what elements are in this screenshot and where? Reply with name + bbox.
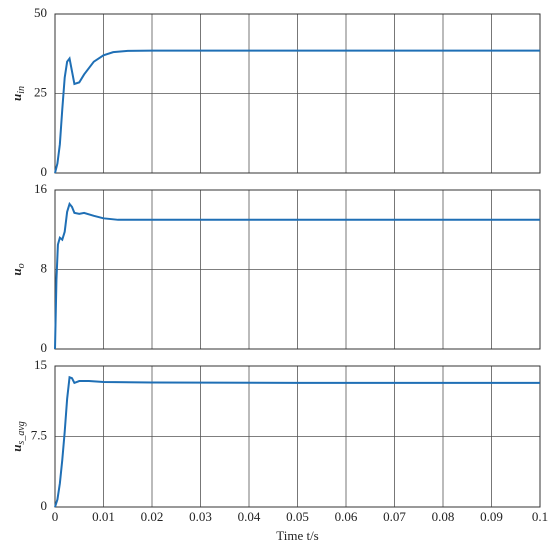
x-tick-label: 0.02 — [141, 509, 164, 524]
y-tick-label: 8 — [41, 260, 48, 275]
x-tick-label: 0.05 — [286, 509, 309, 524]
x-tick-label: 0.1 — [532, 509, 548, 524]
x-tick-label: 0.03 — [189, 509, 212, 524]
y-tick-label: 0 — [41, 498, 48, 513]
y-axis-label-sub: in — [16, 86, 27, 94]
plot-frame — [54, 365, 541, 508]
y-tick-label: 0 — [41, 340, 48, 355]
x-axis-label: Time t/s — [276, 528, 319, 543]
y-tick-label: 50 — [34, 5, 47, 20]
y-tick-label: 0 — [41, 164, 48, 179]
x-tick-label: 0 — [52, 509, 59, 524]
y-axis-label: us_avg — [9, 421, 27, 452]
plot-frame — [54, 189, 541, 350]
x-tick-label: 0.01 — [92, 509, 115, 524]
y-axis-label-main: u — [9, 268, 24, 275]
y-tick-label: 25 — [34, 84, 47, 99]
y-tick-label: 16 — [34, 181, 48, 196]
data-line — [54, 201, 540, 350]
y-axis-label-main: u — [9, 94, 24, 101]
x-tick-label: 0.04 — [238, 509, 261, 524]
y-axis-label-sub: o — [16, 263, 27, 268]
y-axis-label-main: u — [9, 445, 24, 452]
y-axis-label-sub: s_avg — [16, 421, 27, 444]
x-tick-label: 0.07 — [383, 509, 406, 524]
y-axis-label: uin — [9, 86, 27, 101]
plot-frame — [54, 13, 541, 174]
data-line — [54, 49, 540, 174]
y-tick-label: 7.5 — [31, 427, 47, 442]
data-line — [54, 375, 540, 508]
y-tick-label: 15 — [34, 357, 47, 372]
x-tick-label: 0.09 — [480, 509, 503, 524]
x-tick-label: 0.08 — [432, 509, 455, 524]
x-tick-label: 0.06 — [335, 509, 358, 524]
y-axis-label: uo — [9, 263, 27, 275]
